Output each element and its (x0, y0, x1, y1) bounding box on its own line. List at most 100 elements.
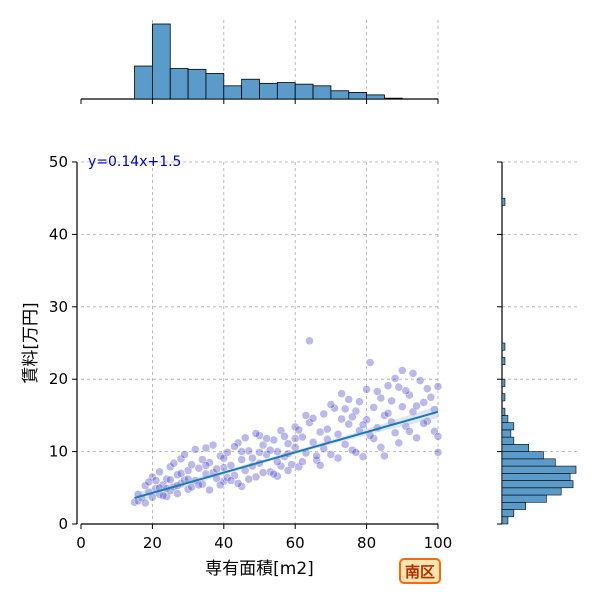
scatter-point (326, 450, 336, 459)
top-hist-bar (241, 78, 260, 100)
scatter-point (365, 358, 375, 367)
right-hist-bar (501, 509, 515, 518)
top-hist-bar (187, 68, 207, 100)
scatter-point (333, 453, 343, 463)
scatter-point (265, 445, 275, 455)
scatter-point (351, 448, 361, 457)
right-hist-bar (501, 197, 506, 206)
right-hist-bar (501, 487, 562, 496)
scatter-point (323, 424, 332, 434)
scatter-point (298, 457, 307, 466)
right-hist-bar (501, 494, 547, 503)
scatter-point (433, 432, 443, 441)
scatter-point (248, 453, 257, 463)
scatter-point (230, 442, 239, 451)
top-hist-bar (205, 73, 225, 100)
scatter-point (223, 473, 232, 482)
scatter-point (237, 482, 246, 491)
scatter-point (358, 420, 368, 430)
scatter-point (315, 427, 325, 437)
scatter-point (376, 393, 386, 403)
scatter-point (433, 382, 443, 391)
y-tick-label: 10 (49, 443, 68, 461)
scatter-point (401, 386, 411, 396)
scatter-point (398, 402, 407, 411)
scatter-point (280, 432, 289, 441)
scatter-point (233, 479, 243, 488)
scatter-point (333, 429, 343, 439)
scatter-point (233, 438, 243, 448)
top-hist-bar (384, 97, 403, 100)
scatter-point (166, 475, 175, 485)
scatter-point (390, 428, 400, 438)
scatter-point (308, 437, 318, 447)
scatter-point (212, 464, 221, 474)
scatter-point (198, 479, 207, 489)
right-hist-bar (501, 393, 506, 402)
district-badge: 南区 (399, 558, 441, 584)
scatter-point (262, 434, 271, 443)
scatter-point (290, 443, 300, 452)
scatter-point (219, 463, 229, 472)
scatter-point (387, 396, 396, 406)
scatter-point (262, 450, 271, 459)
scatter-point (344, 419, 353, 429)
scatter-point (330, 403, 339, 413)
scatter-point (426, 393, 436, 402)
right-hist-bar (501, 415, 509, 423)
top-hist-bar (223, 85, 243, 100)
scatter-point (283, 439, 293, 448)
scatter-point (244, 446, 254, 456)
y-tick-label: 50 (49, 153, 68, 171)
scatter-point (319, 409, 329, 419)
scatter-point (340, 440, 350, 449)
scatter-point (201, 443, 211, 453)
y-tick-label: 20 (49, 370, 68, 388)
scatter-point (205, 485, 214, 495)
top-hist-bar (294, 83, 314, 100)
x-tick-label: 100 (424, 534, 453, 552)
scatter-point (305, 418, 314, 427)
right-hist-bar (501, 451, 544, 460)
scatter-point (176, 469, 186, 478)
scatter-point (237, 455, 246, 464)
scatter-point (130, 498, 139, 507)
scatter-point (401, 422, 411, 431)
scatter-point (155, 467, 164, 477)
scatter-point (194, 464, 204, 473)
top-hist-bar (134, 65, 153, 100)
scatter-point (273, 447, 282, 456)
scatter-point (187, 460, 196, 469)
scatter-point (148, 472, 157, 482)
scatter-point (158, 491, 168, 501)
scatter-point (337, 414, 346, 424)
scatter-point (208, 440, 218, 450)
scatter-point (269, 469, 279, 479)
x-tick-label: 20 (143, 534, 162, 552)
top-hist-bar (169, 68, 189, 100)
scatter-point (405, 427, 414, 436)
scatter-point (398, 366, 407, 375)
scatter-point (255, 448, 264, 457)
scatter-point (298, 432, 307, 442)
right-hist-bar (501, 407, 506, 416)
scatter-point (430, 427, 439, 436)
right-hist-bar (501, 342, 506, 351)
scatter-point (294, 462, 304, 472)
scatter-point (380, 451, 389, 461)
scatter-point (376, 443, 386, 452)
scatter-point (190, 445, 200, 454)
top-hist-bar (366, 94, 385, 100)
right-histogram (497, 161, 580, 525)
scatter-point (169, 458, 179, 468)
scatter-point (312, 451, 321, 461)
scatter-point (219, 453, 229, 463)
scatter-point (173, 470, 182, 480)
scatter-point (187, 482, 196, 492)
top-hist-bar (151, 23, 171, 100)
scatter-point (141, 498, 150, 508)
scatter-point (290, 422, 300, 432)
scatter-point (290, 434, 300, 443)
